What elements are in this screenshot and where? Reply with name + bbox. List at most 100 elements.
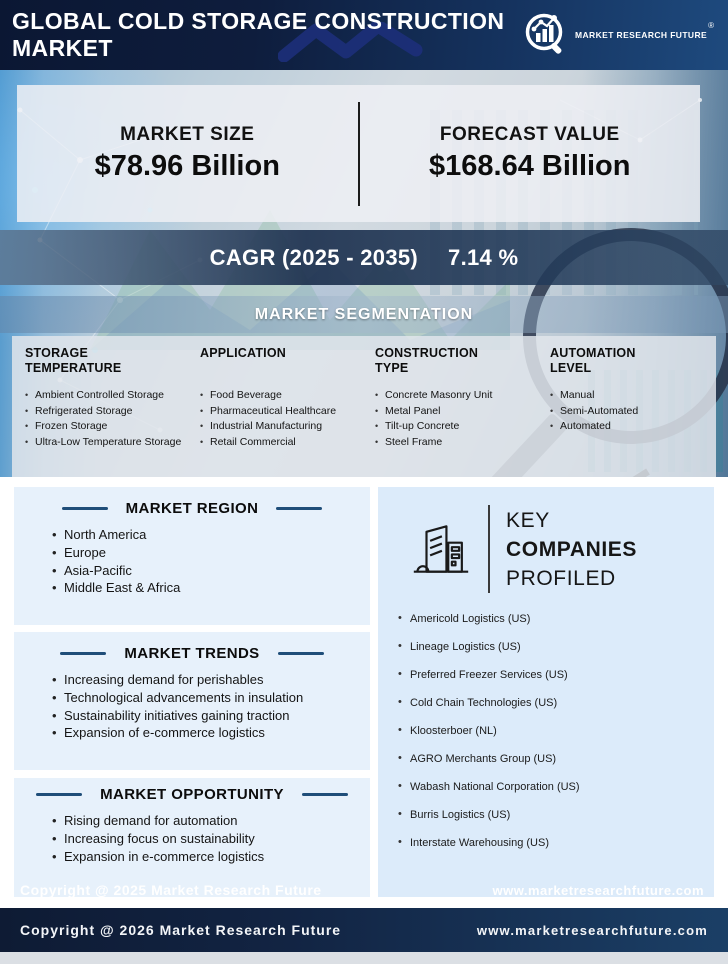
key-companies-title-line2: COMPANIES [506,537,638,561]
footer-bar: Copyright @ 2026 Market Research Future … [0,908,728,952]
market-opportunity-list: Rising demand for automationIncreasing f… [14,812,370,865]
page-title: GLOBAL COLD STORAGE CONSTRUCTION MARKET [12,8,552,62]
cagr-value: 7.14 % [448,244,519,270]
segmentation-panel: STORAGE TEMPERATURE Ambient Controlled S… [12,336,716,477]
list-item: Ambient Controlled Storage [25,388,200,404]
lower-section: MARKET REGION North AmericaEuropeAsia-Pa… [0,477,728,908]
list-item: Rising demand for automation [52,812,370,830]
list-item: Retail Commercial [200,435,375,451]
market-opportunity-title-row: MARKET OPPORTUNITY [14,786,370,803]
market-size-block: MARKET SIZE $78.96 Billion [17,124,358,183]
page-title-line1: GLOBAL COLD STORAGE CONSTRUCTION [12,8,505,34]
market-region-list: North AmericaEuropeAsia-PacificMiddle Ea… [14,526,370,597]
market-trends-panel: MARKET TRENDS Increasing demand for peri… [14,632,370,770]
list-item: Burris Logistics (US) [398,808,714,821]
market-trends-title-row: MARKET TRENDS [14,645,370,662]
list-item: Expansion in e-commerce logistics [52,848,370,866]
list-item: Food Beverage [200,388,375,404]
cagr-label: CAGR (2025 - 2035) [209,244,419,270]
list-item: Ultra-Low Temperature Storage [25,435,200,451]
list-item: Tilt-up Concrete [375,419,550,435]
list-item: AGRO Merchants Group (US) [398,752,714,765]
title-dash-right [276,507,323,510]
list-item: Europe [52,544,370,562]
segmentation-column-storage-temperature: STORAGE TEMPERATURE Ambient Controlled S… [25,346,200,477]
list-item: Manual [550,388,716,404]
list-item: Refrigerated Storage [25,404,200,420]
list-item: Lineage Logistics (US) [398,640,714,653]
cagr-band: CAGR (2025 - 2035) 7.14 % [0,230,728,285]
footer-copyright: Copyright @ 2026 Market Research Future [20,922,342,938]
market-opportunity-title: MARKET OPPORTUNITY [100,786,284,803]
list-item: Middle East & Africa [52,579,370,597]
list-item: Semi-Automated [550,404,716,420]
stats-divider [357,101,360,206]
companies-divider [488,505,490,593]
segmentation-column-list: ManualSemi-AutomatedAutomated [550,388,716,435]
segmentation-column-application: APPLICATION Food BeveragePharmaceutical … [200,346,375,477]
list-item: Increasing focus on sustainability [52,830,370,848]
key-companies-list: Americold Logistics (US) Lineage Logistic… [378,612,714,849]
list-item: Pharmaceutical Healthcare [200,404,375,420]
list-item: Metal Panel [375,404,550,420]
market-region-title-row: MARKET REGION [14,500,370,517]
segmentation-column-heading: APPLICATION [200,346,286,360]
list-item: Wabash National Corporation (US) [398,780,714,793]
header-bar: GLOBAL COLD STORAGE CONSTRUCTION MARKET … [0,0,728,70]
list-item: Kloosterboer (NL) [398,724,714,737]
segmentation-column-heading: CONSTRUCTION TYPE [375,346,479,375]
market-opportunity-panel: MARKET OPPORTUNITY Rising demand for aut… [14,778,370,897]
title-dash-right [277,652,324,655]
zigzag-watermark-icon [278,22,423,62]
list-item: Industrial Manufacturing [200,419,375,435]
segmentation-column-list: Food BeveragePharmaceutical HealthcareIn… [200,388,375,450]
market-region-panel: MARKET REGION North AmericaEuropeAsia-Pa… [14,487,370,625]
brand-name: MARKET RESEARCH FUTURE [575,30,708,40]
list-item: Concrete Masonry Unit [375,388,550,404]
list-item: Preferred Freezer Services (US) [398,668,714,681]
list-item: Americold Logistics (US) [398,612,714,625]
key-companies-title: KEY COMPANIES PROFILED [506,506,637,593]
list-item: Steel Frame [375,435,550,451]
market-region-title: MARKET REGION [125,500,259,517]
page-title-line2: MARKET [12,35,113,61]
list-item: Interstate Warehousing (US) [398,836,714,849]
bottom-strip [0,952,728,964]
list-item: Sustainability initiatives gaining tract… [52,707,370,725]
segmentation-column-list: Ambient Controlled StorageRefrigerated S… [25,388,200,450]
list-item: Automated [550,419,716,435]
brand-logo: MARKET RESEARCH FUTURE ® [522,11,714,59]
list-item: North America [52,526,370,544]
segmentation-column-construction-type: CONSTRUCTION TYPE Concrete Masonry UnitM… [375,346,550,477]
market-trends-title: MARKET TRENDS [124,645,260,662]
market-size-label: MARKET SIZE [120,124,255,145]
title-dash-left [36,793,83,796]
list-item: Technological advancements in insulation [52,689,370,707]
title-dash-left [61,507,108,510]
stats-panel: MARKET SIZE $78.96 Billion FORECAST VALU… [17,85,700,222]
mrfr-logo-icon [525,13,563,54]
hero-section: MARKET SIZE $78.96 Billion FORECAST VALU… [0,70,728,477]
market-trends-list: Increasing demand for perishablesTechnol… [14,671,370,742]
segmentation-column-heading: AUTOMATION LEVEL [550,346,636,375]
registered-mark: ® [708,20,714,30]
key-companies-header: KEY COMPANIES PROFILED [412,505,714,593]
key-companies-title-line1: KEY [506,508,550,532]
segmentation-column-list: Concrete Masonry UnitMetal PanelTilt-up … [375,388,550,450]
market-size-value: $78.96 Billion [94,150,280,182]
segmentation-title: MARKET SEGMENTATION [254,305,474,323]
forecast-value-label: FORECAST VALUE [439,124,620,145]
segmentation-title-band: MARKET SEGMENTATION [0,296,728,333]
segmentation-column-automation-level: AUTOMATION LEVEL ManualSemi-AutomatedAut… [550,346,716,477]
title-dash-left [60,652,107,655]
list-item: Expansion of e-commerce logistics [52,724,370,742]
watermark-website: www.marketresearchfuture.com [492,883,704,898]
forecast-value-block: FORECAST VALUE $168.64 Billion [360,124,701,183]
key-companies-panel: KEY COMPANIES PROFILED Americold Logisti… [378,487,714,897]
footer-website: www.marketresearchfuture.com [476,922,708,938]
key-companies-title-line3: PROFILED [506,566,616,590]
title-dash-right [301,793,348,796]
watermark-copyright: Copyright @ 2025 Market Research Future [20,882,322,898]
segmentation-column-heading: STORAGE TEMPERATURE [25,346,122,375]
